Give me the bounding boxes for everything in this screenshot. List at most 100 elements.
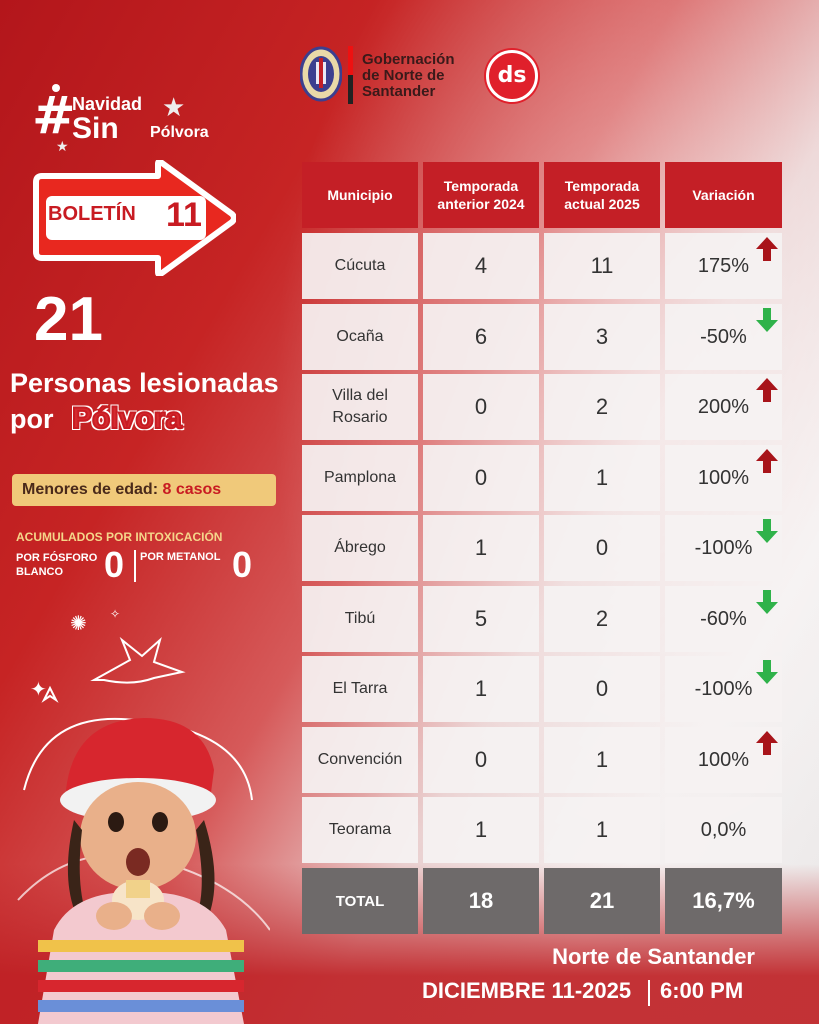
methanol-label: POR METANOL (140, 551, 221, 563)
hashtag-navidad-sin-polvora: # Navidad Sin Pólvora (32, 86, 212, 146)
cell-variacion: -60% (665, 586, 782, 652)
header-anterior-line-2: anterior 2024 (437, 196, 525, 212)
footer-time: 6:00 PM (660, 978, 744, 1003)
ds-logo: ds (486, 50, 538, 102)
cell-variacion-value: 0,0% (700, 818, 747, 841)
cell-anterior: 0 (423, 374, 539, 440)
cell-actual: 2 (544, 586, 660, 652)
cell-municipio: Convención (302, 727, 418, 793)
cell-variacion: 100% (665, 445, 782, 511)
svg-text:✺: ✺ (70, 613, 87, 635)
cell-municipio: Tibú (302, 586, 418, 652)
cell-municipio: Villa del Rosario (302, 374, 418, 440)
cell-anterior: 6 (423, 304, 539, 370)
cell-actual: 1 (544, 727, 660, 793)
total-variacion: 16,7% (665, 868, 782, 934)
phosphorus-label-line-1: POR FÓSFORO (16, 552, 98, 564)
trend-up-arrow-icon (756, 449, 778, 473)
cell-variacion-value: -100% (694, 677, 753, 700)
cell-anterior: 4 (423, 233, 539, 299)
cell-variacion: -100% (665, 515, 782, 581)
phosphorus-label-line-2: BLANCO (16, 566, 64, 578)
cell-municipio-line: Villa del (332, 387, 388, 404)
total-label: TOTAL (302, 868, 418, 934)
cell-variacion-value: 100% (697, 748, 750, 771)
ds-logo-text: ds (497, 63, 527, 88)
cell-actual: 1 (544, 445, 660, 511)
cell-variacion: -100% (665, 656, 782, 722)
cell-variacion-value: -60% (700, 607, 747, 630)
footer-divider (648, 980, 650, 1006)
cell-municipio: El Tarra (302, 656, 418, 722)
cell-anterior: 0 (423, 727, 539, 793)
minors-badge: Menores de edad: 8 casos (12, 474, 276, 506)
cell-actual: 3 (544, 304, 660, 370)
star-icon: ★ (56, 138, 69, 154)
hashtag-symbol: # (32, 86, 76, 146)
cell-actual: 2 (544, 374, 660, 440)
cell-municipio: Pamplona (302, 445, 418, 511)
footer-date: DICIEMBRE 11-2025 (422, 978, 632, 1003)
cell-variacion: 200% (665, 374, 782, 440)
minors-label: Menores de edad: (22, 481, 159, 498)
header-temporada-actual: Temporada actual 2025 (544, 162, 660, 228)
header-anterior-line-1: Temporada (443, 178, 519, 194)
trend-down-arrow-icon (756, 590, 778, 614)
cell-variacion: 0,0% (665, 797, 782, 863)
gobernacion-seal-icon (300, 46, 342, 102)
cell-municipio: Ábrego (302, 515, 418, 581)
child-with-santa-hat-illustration: ✺ ✦ ✧ (17, 607, 270, 1024)
total-anterior: 18 (423, 868, 539, 934)
cell-actual: 0 (544, 656, 660, 722)
gobernacion-line-3: Santander (362, 83, 436, 100)
trend-down-arrow-icon (756, 660, 778, 684)
phosphorus-value: 0 (104, 544, 125, 585)
cell-variacion: 100% (665, 727, 782, 793)
header-actual-line-1: Temporada (564, 178, 640, 194)
header-actual-line-2: actual 2025 (564, 196, 640, 212)
header-divider (348, 46, 353, 104)
phosphorus-label: POR FÓSFORO BLANCO (16, 551, 112, 579)
intoxication-title: ACUMULADOS POR INTOXICACIÓN (16, 530, 223, 544)
cell-anterior: 1 (423, 797, 539, 863)
cell-variacion-value: 200% (697, 395, 750, 418)
trend-up-arrow-icon (756, 731, 778, 755)
star-icon: ★ (162, 92, 186, 122)
cell-anterior: 1 (423, 515, 539, 581)
decor-dot (52, 84, 60, 92)
hashtag-word-sin: Sin (72, 112, 119, 145)
cell-variacion-value: 175% (697, 254, 750, 277)
cell-municipio: Ocaña (302, 304, 418, 370)
injured-line-1: Personas lesionadas (10, 368, 279, 398)
cell-anterior: 5 (423, 586, 539, 652)
cell-actual: 1 (544, 797, 660, 863)
cell-variacion: -50% (665, 304, 782, 370)
svg-text:✧: ✧ (110, 607, 120, 621)
footer-region: Norte de Santander (552, 944, 755, 969)
gobernacion-name: Gobernación de Norte de Santander (362, 52, 482, 100)
cell-variacion-value: -100% (694, 536, 753, 559)
trend-down-arrow-icon (756, 308, 778, 332)
cell-anterior: 0 (423, 445, 539, 511)
cell-municipio: Cúcuta (302, 233, 418, 299)
trend-up-arrow-icon (756, 378, 778, 402)
header-temporada-anterior: Temporada anterior 2024 (423, 162, 539, 228)
svg-text:✦: ✦ (30, 679, 47, 701)
cell-municipio-line: Rosario (332, 409, 388, 426)
cell-anterior: 1 (423, 656, 539, 722)
trend-up-arrow-icon (756, 237, 778, 261)
bulletin-number: 11 (166, 196, 202, 234)
injured-line-2-prefix: por (10, 404, 54, 434)
header-municipio-text: Municipio (327, 187, 393, 203)
hashtag-word-navidad: Navidad (72, 94, 143, 114)
cell-variacion-value: -50% (700, 325, 747, 348)
header-municipio: Municipio (302, 162, 418, 228)
hashtag-word-polvora: Pólvora (150, 124, 209, 141)
cell-variacion: 175% (665, 233, 782, 299)
header-variacion-text: Variación (692, 187, 755, 203)
header-variacion: Variación (665, 162, 782, 228)
injured-line-2-polvora: Pólvora (71, 401, 183, 436)
cell-variacion-value: 100% (697, 466, 750, 489)
minors-value: 8 casos (162, 481, 222, 498)
cell-municipio: Teorama (302, 797, 418, 863)
